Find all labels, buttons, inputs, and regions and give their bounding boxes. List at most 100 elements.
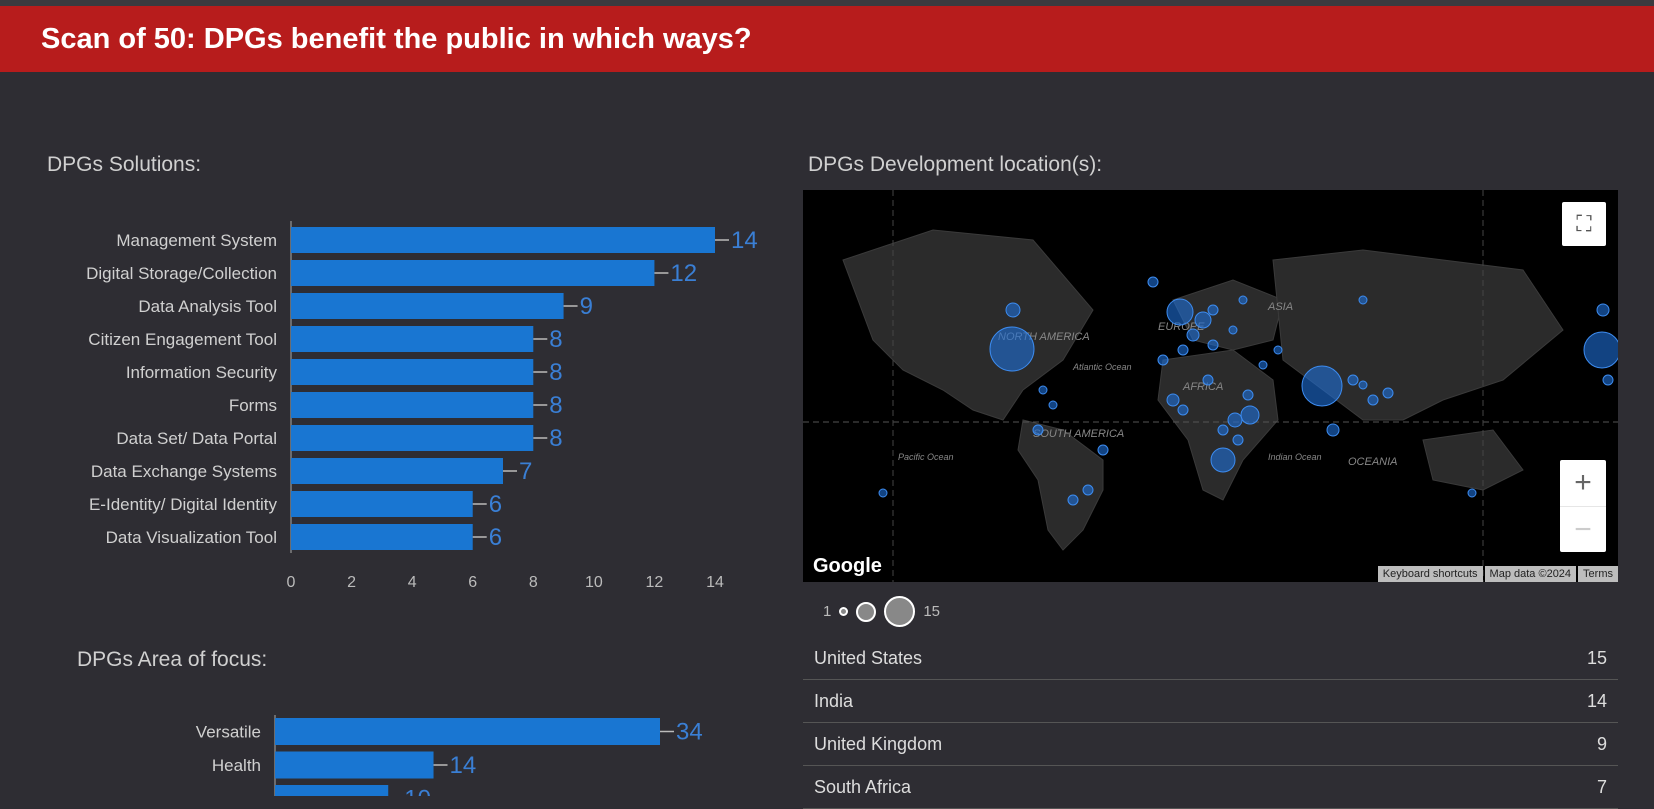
- category-label: Management System: [116, 231, 277, 250]
- legend-small-circle: [839, 607, 849, 616]
- country-name: United States: [814, 647, 923, 668]
- category-label: E-Identity/ Digital Identity: [89, 495, 278, 514]
- location-bubble: [1048, 400, 1058, 410]
- location-bubble: [1186, 328, 1200, 342]
- location-bubble: [1227, 412, 1243, 428]
- page-header: Scan of 50: DPGs benefit the public in w…: [0, 6, 1654, 72]
- location-bubble: [1240, 405, 1260, 425]
- location-bubble: [1177, 344, 1189, 356]
- table-row[interactable]: United States 15: [803, 637, 1618, 680]
- category-label: Data Exchange Systems: [91, 462, 277, 481]
- location-bubble: [1347, 374, 1359, 386]
- location-bubble: [1273, 345, 1283, 355]
- map-data-text: Map data ©2024: [1484, 566, 1577, 582]
- location-bubble: [1301, 365, 1343, 407]
- data-label: 7: [519, 458, 532, 485]
- bar: [291, 293, 564, 319]
- country-name: India: [814, 690, 854, 711]
- zoom-out-button[interactable]: −: [1560, 506, 1606, 552]
- country-name: United Kingdom: [814, 733, 943, 754]
- terms-link[interactable]: Terms: [1578, 566, 1618, 582]
- map-label: OCEANIA: [1348, 456, 1398, 468]
- location-bubble: [1210, 447, 1236, 473]
- google-logo: Google: [813, 555, 882, 577]
- table-row[interactable]: South Africa 7: [803, 766, 1618, 809]
- location-bubble: [1467, 488, 1477, 498]
- category-label: Data Visualization Tool: [106, 528, 277, 547]
- location-bubble: [878, 488, 888, 498]
- fullscreen-button[interactable]: ⛶: [1562, 202, 1606, 246]
- bar: [275, 718, 660, 745]
- country-count: 14: [1586, 690, 1607, 711]
- bar: [291, 227, 715, 253]
- bar: [291, 392, 534, 418]
- x-tick-label: 8: [529, 574, 538, 590]
- location-bubble: [1358, 380, 1368, 390]
- data-label: 8: [549, 392, 562, 419]
- data-label: 8: [549, 359, 562, 386]
- table-row[interactable]: United Kingdom 9: [803, 723, 1618, 766]
- fullscreen-icon: ⛶: [1576, 211, 1592, 236]
- location-bubble: [1358, 295, 1368, 305]
- data-label: 6: [489, 524, 502, 551]
- map-label: AFRICA: [1182, 381, 1223, 393]
- bar: [291, 491, 473, 517]
- page-title: Scan of 50: DPGs benefit the public in w…: [41, 22, 752, 55]
- bubble-size-legend: 1 15: [823, 596, 940, 627]
- world-map[interactable]: NORTH AMERICA EUROPE ASIA AFRICA SOUTH AMERI…: [803, 190, 1618, 582]
- location-bubble: [1194, 311, 1212, 329]
- zoom-in-button[interactable]: +: [1574, 466, 1592, 499]
- bar: [291, 359, 534, 385]
- location-bubble: [1038, 385, 1048, 395]
- focus-chart-title: DPGs Area of focus:: [77, 648, 268, 671]
- country-count: 9: [1596, 733, 1607, 754]
- x-tick-label: 4: [408, 574, 417, 590]
- x-tick-label: 2: [347, 574, 356, 590]
- legend-max: 15: [923, 603, 941, 620]
- location-bubble: [1242, 389, 1254, 401]
- map-attribution: Keyboard shortcuts Map data ©2024 Terms: [1377, 566, 1618, 582]
- data-label: 34: [676, 719, 703, 746]
- map-label: Atlantic Ocean: [1072, 362, 1132, 372]
- location-bubble: [1177, 404, 1189, 416]
- legend-min: 1: [823, 603, 832, 620]
- x-tick-label: 10: [585, 574, 603, 590]
- landmass: [1157, 349, 1279, 501]
- location-bubble: [1166, 298, 1194, 326]
- landmass: [1422, 429, 1524, 491]
- landmass: [842, 229, 1094, 421]
- location-bubble: [1602, 374, 1614, 386]
- data-label: 14: [450, 752, 477, 779]
- bar: [291, 458, 503, 484]
- category-label: Information Security: [126, 363, 278, 382]
- map-label: SOUTH AMERICA: [1033, 428, 1124, 440]
- bar: [291, 260, 655, 286]
- x-tick-label: 14: [706, 574, 724, 590]
- location-bubble: [1082, 484, 1094, 496]
- map-label: Indian Ocean: [1268, 452, 1322, 462]
- bar: [291, 524, 473, 550]
- keyboard-shortcuts-link[interactable]: Keyboard shortcuts: [1377, 566, 1483, 582]
- location-bubble: [1207, 339, 1219, 351]
- bar: [275, 751, 434, 779]
- location-bubble: [1258, 360, 1268, 370]
- location-bubble: [989, 326, 1035, 372]
- location-bubble: [1202, 374, 1214, 386]
- legend-large-circle: [884, 596, 916, 627]
- location-bubble: [1382, 387, 1394, 399]
- category-label: Health: [212, 756, 261, 775]
- landmass: [1017, 419, 1104, 551]
- legend-medium-circle: [856, 601, 877, 622]
- x-tick-label: 0: [287, 574, 296, 590]
- map-label: Pacific Ocean: [898, 452, 954, 462]
- data-label: 12: [670, 260, 697, 287]
- focus-bar-chart: 34 Versatile 14 Health 10: [196, 715, 703, 796]
- zoom-control: + −: [1560, 460, 1606, 552]
- solutions-chart-title: DPGs Solutions:: [47, 153, 202, 176]
- location-bubble: [1326, 423, 1340, 437]
- window-top-strip: [0, 0, 1654, 6]
- category-label: Versatile: [196, 723, 261, 742]
- table-row[interactable]: India 14: [803, 680, 1618, 723]
- category-label: Citizen Engagement Tool: [88, 330, 277, 349]
